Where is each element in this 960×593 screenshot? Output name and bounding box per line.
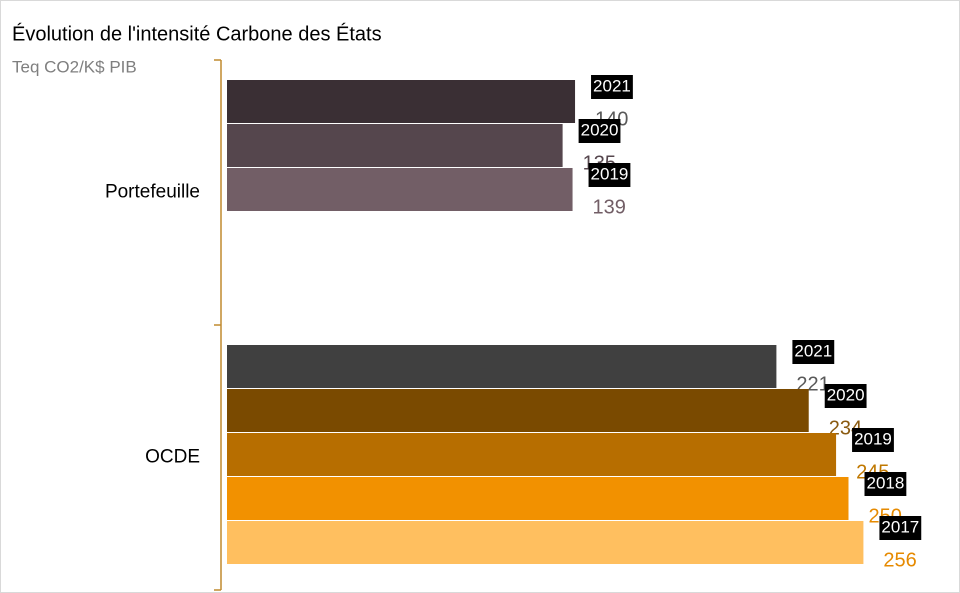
bar [227,168,573,211]
series-label: 2020 [827,385,865,404]
series-label: 2021 [794,341,832,360]
label-box [792,340,835,364]
value-label: 139 [593,196,626,218]
series-label: 2017 [881,517,919,536]
series-label: 2019 [854,429,892,448]
series-label: 2019 [591,164,629,183]
label-box [588,163,631,187]
label-box [879,516,922,540]
label-box [824,384,867,408]
label-box [591,75,633,99]
bar [227,521,864,564]
series-label: 2021 [593,76,631,95]
chart-title: Évolution de l'intensité Carbone des Éta… [12,22,382,45]
chart-subtitle: Teq CO2/K$ PIB [12,57,137,76]
series-label: 2020 [581,120,619,139]
label-box [852,428,894,452]
bar [227,389,809,432]
category-label: Portefeuille [105,182,200,203]
bar [227,124,563,167]
bar [227,80,576,123]
bar [227,433,837,476]
value-label: 256 [883,549,916,571]
label-box [578,119,621,143]
bar [227,345,777,388]
bar [227,477,849,520]
category-label: OCDE [145,447,200,468]
series-label: 2018 [867,473,905,492]
label-box [864,472,907,496]
